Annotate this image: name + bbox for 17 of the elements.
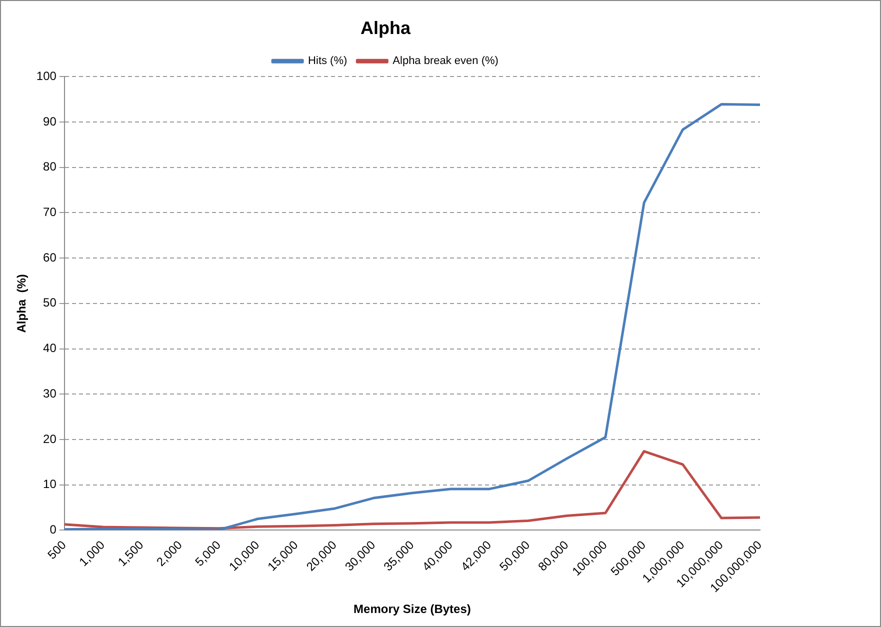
y-axis-title: Alpha (%) [14, 274, 29, 333]
y-tick-label: 30 [43, 386, 57, 400]
x-axis-title: Memory Size (Bytes) [354, 602, 471, 616]
y-tick-label: 90 [43, 114, 57, 128]
legend-label: Hits (%) [308, 55, 348, 68]
y-tick-label: 40 [43, 341, 57, 356]
y-tick-label: 50 [43, 296, 57, 310]
y-tick-label: 80 [43, 160, 57, 174]
y-tick-label: 20 [43, 432, 57, 446]
chart-title: Alpha [360, 18, 412, 38]
y-tick-label: 70 [43, 205, 57, 219]
y-tick-label: 10 [43, 477, 57, 492]
y-tick-label: 0 [50, 522, 57, 537]
x-tick-label: 500 [44, 538, 70, 562]
legend-label: Alpha break even (%) [392, 55, 498, 68]
y-tick-label: 60 [43, 250, 57, 264]
y-tick-label: 100 [36, 68, 57, 83]
